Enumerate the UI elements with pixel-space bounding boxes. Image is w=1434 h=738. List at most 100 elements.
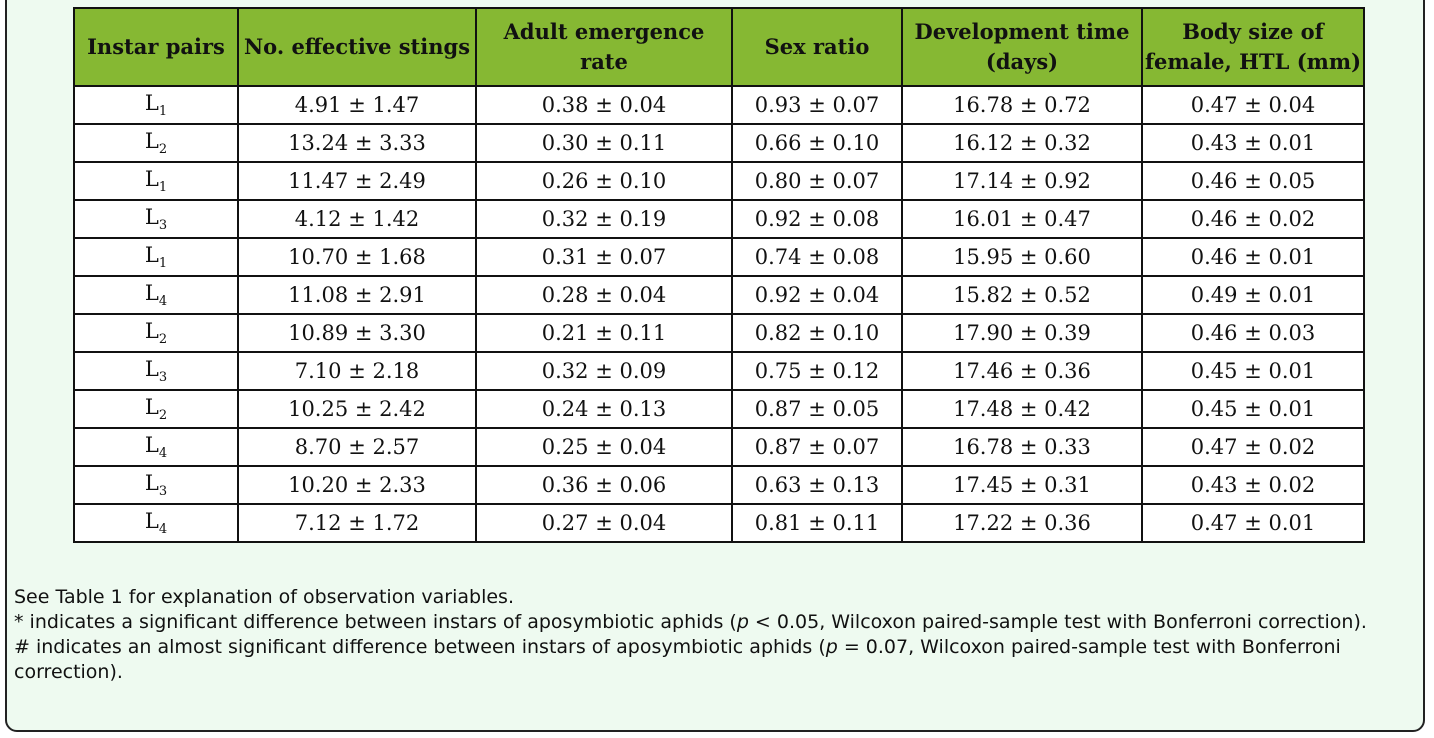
cell-instar: L4 <box>73 427 239 467</box>
cell-effective-stings: 10.25 ± 2.42 <box>237 389 477 429</box>
cell-sex-ratio: 0.87 ± 0.07 <box>731 427 903 467</box>
header-instar-pairs: Instar pairs <box>73 7 239 87</box>
cell-development-time: 17.46 ± 0.36 <box>901 351 1143 391</box>
table-row: L4 8.70 ± 2.57 0.25 ± 0.04 0.87 ± 0.07 16.78… <box>73 427 1365 467</box>
cell-instar: L4 <box>73 503 239 543</box>
cell-development-time: 15.95 ± 0.60 <box>901 237 1143 277</box>
table-row: L2 10.89 ± 3.30 0.21 ± 0.11 0.82 ± 0.10 17.9… <box>73 313 1365 353</box>
footnote-almost-p: p <box>825 636 838 658</box>
cell-sex-ratio: 0.66 ± 0.10 <box>731 123 903 163</box>
instar-number: 2 <box>158 332 168 348</box>
footnote-significant-text-end: < 0.05, Wilcoxon paired-sample test with… <box>748 611 1367 633</box>
instar-letter: L <box>144 280 159 305</box>
cell-development-time: 15.82 ± 0.52 <box>901 275 1143 315</box>
instar-letter: L <box>144 166 159 191</box>
cell-emergence-rate: 0.26 ± 0.10 <box>475 161 733 201</box>
header-sex-ratio: Sex ratio <box>731 7 903 87</box>
cell-emergence-rate: 0.38 ± 0.04 <box>475 85 733 125</box>
instar-number: 1 <box>158 256 168 272</box>
header-development-time: Development time (days) <box>901 7 1143 87</box>
cell-sex-ratio: 0.92 ± 0.08 <box>731 199 903 239</box>
cell-sex-ratio: 0.93 ± 0.07 <box>731 85 903 125</box>
footnote-almost-text: # indicates an almost significant differ… <box>14 636 826 658</box>
instar-letter: L <box>144 470 159 495</box>
cell-emergence-rate: 0.32 ± 0.19 <box>475 199 733 239</box>
cell-sex-ratio: 0.87 ± 0.05 <box>731 389 903 429</box>
cell-effective-stings: 10.20 ± 2.33 <box>237 465 477 505</box>
cell-emergence-rate: 0.27 ± 0.04 <box>475 503 733 543</box>
cell-instar: L2 <box>73 123 239 163</box>
instar-number: 3 <box>158 218 168 234</box>
instar-letter: L <box>144 204 159 229</box>
cell-development-time: 17.22 ± 0.36 <box>901 503 1143 543</box>
instar-letter: L <box>144 432 159 457</box>
cell-development-time: 16.78 ± 0.72 <box>901 85 1143 125</box>
cell-instar: L1 <box>73 161 239 201</box>
results-table: Instar pairs No. effective stings Adult … <box>73 7 1365 543</box>
cell-instar: L4 <box>73 275 239 315</box>
instar-letter: L <box>144 90 159 115</box>
table-row: L4 11.08 ± 2.91 0.28 ± 0.04 0.92 ± 0.04 15.8… <box>73 275 1365 315</box>
cell-body-size: 0.47 ± 0.02 <box>1141 427 1365 467</box>
cell-emergence-rate: 0.21 ± 0.11 <box>475 313 733 353</box>
footnote-almost-text-end: = 0.07, Wilcoxon paired-sample test with… <box>14 636 1341 683</box>
cell-emergence-rate: 0.30 ± 0.11 <box>475 123 733 163</box>
instar-number: 2 <box>158 142 168 158</box>
instar-number: 1 <box>158 104 168 120</box>
cell-instar: L2 <box>73 313 239 353</box>
cell-development-time: 17.48 ± 0.42 <box>901 389 1143 429</box>
cell-instar: L3 <box>73 351 239 391</box>
instar-letter: L <box>144 508 159 533</box>
cell-body-size: 0.43 ± 0.02 <box>1141 465 1365 505</box>
cell-instar: L1 <box>73 85 239 125</box>
table-row: L1 11.47 ± 2.49 0.26 ± 0.10 0.80 ± 0.07 17.1… <box>73 161 1365 201</box>
table-header-row: Instar pairs No. effective stings Adult … <box>73 7 1365 87</box>
cell-sex-ratio: 0.74 ± 0.08 <box>731 237 903 277</box>
instar-number: 4 <box>158 294 168 310</box>
table-row: L4 7.12 ± 1.72 0.27 ± 0.04 0.81 ± 0.11 17.22… <box>73 503 1365 543</box>
cell-emergence-rate: 0.24 ± 0.13 <box>475 389 733 429</box>
footnote-see-table: See Table 1 for explanation of observati… <box>14 586 514 608</box>
instar-letter: L <box>144 394 159 419</box>
cell-development-time: 17.45 ± 0.31 <box>901 465 1143 505</box>
footnote-significant: * indicates a significant difference bet… <box>14 610 1419 635</box>
instar-letter: L <box>144 242 159 267</box>
header-body-size: Body size of female, HTL (mm) <box>1141 7 1365 87</box>
cell-effective-stings: 8.70 ± 2.57 <box>237 427 477 467</box>
instar-number: 2 <box>158 408 168 424</box>
instar-letter: L <box>144 128 159 153</box>
cell-instar: L3 <box>73 199 239 239</box>
instar-number: 3 <box>158 370 168 386</box>
cell-emergence-rate: 0.25 ± 0.04 <box>475 427 733 467</box>
cell-development-time: 17.90 ± 0.39 <box>901 313 1143 353</box>
cell-effective-stings: 11.08 ± 2.91 <box>237 275 477 315</box>
table-footnotes: See Table 1 for explanation of observati… <box>14 585 1419 685</box>
cell-sex-ratio: 0.81 ± 0.11 <box>731 503 903 543</box>
cell-development-time: 16.01 ± 0.47 <box>901 199 1143 239</box>
cell-sex-ratio: 0.63 ± 0.13 <box>731 465 903 505</box>
cell-body-size: 0.45 ± 0.01 <box>1141 389 1365 429</box>
instar-letter: L <box>144 318 159 343</box>
footnote-significant-p: p <box>736 611 749 633</box>
cell-body-size: 0.46 ± 0.05 <box>1141 161 1365 201</box>
cell-emergence-rate: 0.28 ± 0.04 <box>475 275 733 315</box>
table-row: L3 10.20 ± 2.33 0.36 ± 0.06 0.63 ± 0.13 17.4… <box>73 465 1365 505</box>
cell-instar: L2 <box>73 389 239 429</box>
cell-sex-ratio: 0.92 ± 0.04 <box>731 275 903 315</box>
cell-effective-stings: 10.89 ± 3.30 <box>237 313 477 353</box>
cell-body-size: 0.46 ± 0.01 <box>1141 237 1365 277</box>
cell-effective-stings: 10.70 ± 1.68 <box>237 237 477 277</box>
table-row: L1 4.91 ± 1.47 0.38 ± 0.04 0.93 ± 0.07 16.78… <box>73 85 1365 125</box>
header-effective-stings: No. effective stings <box>237 7 477 87</box>
cell-effective-stings: 13.24 ± 3.33 <box>237 123 477 163</box>
cell-body-size: 0.49 ± 0.01 <box>1141 275 1365 315</box>
cell-instar: L1 <box>73 237 239 277</box>
cell-effective-stings: 7.10 ± 2.18 <box>237 351 477 391</box>
cell-body-size: 0.46 ± 0.02 <box>1141 199 1365 239</box>
footnote-significant-text: * indicates a significant difference bet… <box>14 611 737 633</box>
cell-sex-ratio: 0.75 ± 0.12 <box>731 351 903 391</box>
cell-body-size: 0.47 ± 0.04 <box>1141 85 1365 125</box>
instar-number: 4 <box>158 522 168 538</box>
cell-sex-ratio: 0.80 ± 0.07 <box>731 161 903 201</box>
table-row: L2 13.24 ± 3.33 0.30 ± 0.11 0.66 ± 0.10 16.1… <box>73 123 1365 163</box>
